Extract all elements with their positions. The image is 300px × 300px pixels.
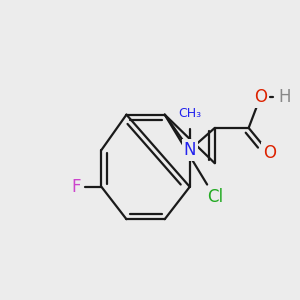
Text: H: H: [278, 88, 291, 106]
Text: F: F: [72, 178, 81, 196]
Text: O: O: [254, 88, 267, 106]
Text: N: N: [184, 141, 196, 159]
Text: CH₃: CH₃: [178, 107, 201, 120]
Text: Cl: Cl: [207, 188, 223, 206]
Text: O: O: [263, 144, 276, 162]
